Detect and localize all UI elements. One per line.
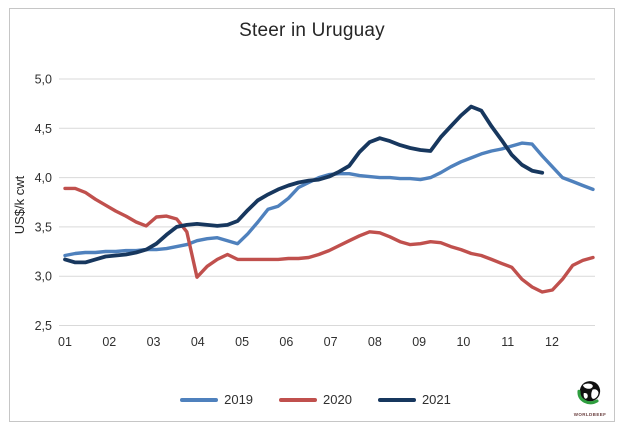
legend-swatch-2021: [377, 397, 416, 402]
x-tick-label: 06: [279, 335, 293, 349]
series-line-2020: [63, 186, 595, 294]
x-tick-label: 02: [102, 335, 116, 349]
y-tick-label: 3,0: [35, 270, 52, 284]
legend-swatch-2020: [279, 397, 318, 402]
y-tick-label: 5,0: [35, 73, 52, 87]
x-tick-label: 10: [456, 335, 470, 349]
y-tick-label: 2,5: [35, 319, 52, 333]
x-tick-label: 08: [368, 335, 382, 349]
chart-title: Steer in Uruguay: [239, 20, 385, 41]
worldbeef-logo: WORLDBEEF: [568, 378, 612, 418]
legend-label: 2021: [421, 392, 451, 407]
legend-label: 2020: [323, 392, 352, 407]
chart-legend: 2019 2020 2021: [0, 392, 631, 407]
legend-item-2020: 2020: [279, 392, 352, 407]
x-tick-label: 11: [501, 335, 514, 349]
y-tick-label: 4,0: [35, 171, 52, 185]
y-tick-label: 3,5: [35, 220, 52, 234]
series-line-2019: [63, 141, 595, 258]
y-tick-label: 4,5: [35, 122, 52, 136]
series-line-2021: [63, 104, 545, 265]
logo-text: WORLDBEEF: [573, 412, 607, 417]
globe-icon: [577, 381, 601, 405]
legend-swatch-2019: [180, 397, 219, 402]
x-tick-label: 09: [412, 335, 426, 349]
x-tick-label: 12: [545, 335, 559, 349]
x-tick-label: 01: [58, 335, 72, 349]
legend-item-2021: 2021: [377, 392, 451, 407]
x-tick-label: 07: [324, 335, 338, 349]
x-tick-label: 03: [147, 335, 161, 349]
x-tick-label: 04: [191, 335, 205, 349]
legend-label: 2019: [224, 392, 254, 407]
x-tick-label: 05: [235, 335, 249, 349]
legend-item-2019: 2019: [180, 392, 253, 407]
